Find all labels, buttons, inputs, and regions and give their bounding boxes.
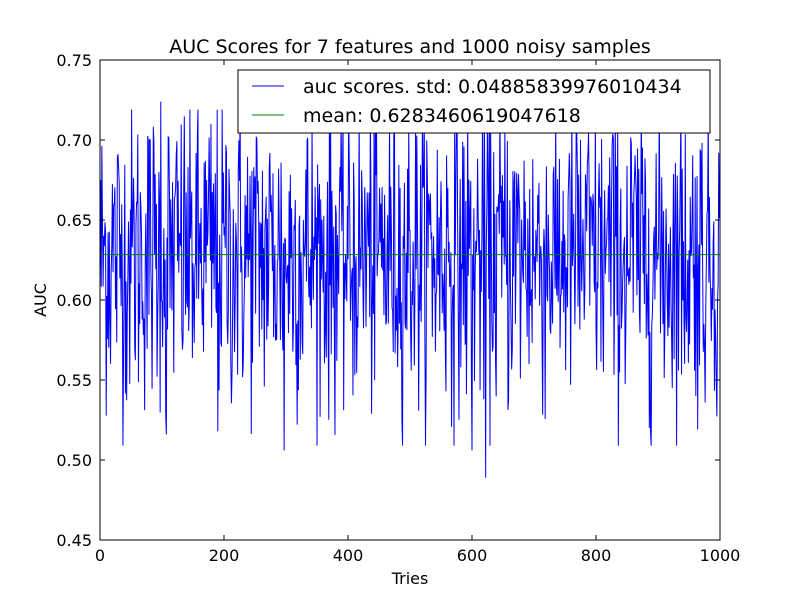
y-axis: 0.45 0.50 0.55 0.60 0.65 0.70 0.75 xyxy=(56,51,720,550)
legend-label-mean: mean: 0.6283460619047618 xyxy=(303,105,581,127)
y-tick-label: 0.60 xyxy=(56,291,92,310)
plot-lines xyxy=(99,101,720,478)
y-axis-label: AUC xyxy=(31,283,50,317)
x-axis: 0 200 400 600 800 1000 xyxy=(95,60,740,565)
y-tick-label: 0.55 xyxy=(56,371,92,390)
x-tick-label: 800 xyxy=(581,546,612,565)
y-tick-label: 0.50 xyxy=(56,451,92,470)
y-tick-label: 0.65 xyxy=(56,211,92,230)
auc-scores-line xyxy=(99,101,720,478)
legend-label-auc: auc scores. std: 0.04885839976010434 xyxy=(303,76,682,98)
x-tick-label: 1000 xyxy=(700,546,741,565)
y-tick-label: 0.70 xyxy=(56,131,92,150)
legend: auc scores. std: 0.04885839976010434 mea… xyxy=(237,69,711,134)
x-tick-label: 200 xyxy=(209,546,240,565)
x-axis-label: Tries xyxy=(391,569,429,588)
x-tick-label: 600 xyxy=(457,546,488,565)
chart-title: AUC Scores for 7 features and 1000 noisy… xyxy=(169,36,650,58)
x-tick-label: 0 xyxy=(95,546,105,565)
legend-box xyxy=(237,69,711,134)
x-tick-label: 400 xyxy=(333,546,364,565)
y-tick-label: 0.75 xyxy=(56,51,92,70)
y-tick-label: 0.45 xyxy=(56,531,92,550)
